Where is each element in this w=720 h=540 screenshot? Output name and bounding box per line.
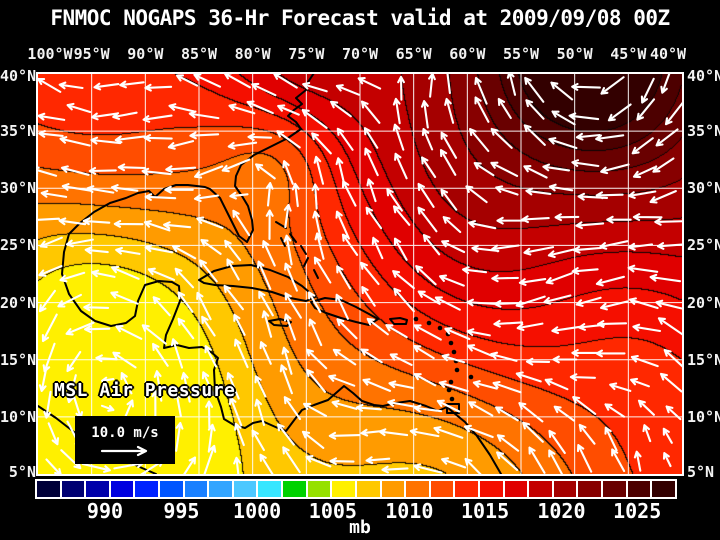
colorbar-cell [37,481,60,497]
lon-tick-label: 70°W [341,45,379,63]
colorbar-cell [233,481,257,497]
colorbar-cell [578,481,602,497]
colorbar-cell [455,481,478,497]
field-label: MSL Air Pressure [54,380,236,401]
colorbar-cell [652,481,675,497]
map-plot-area: MSL Air Pressure 10.0 m/s [36,72,684,476]
lon-tick-label: 45°W [610,45,647,63]
lon-tick-label: 85°W [180,45,218,63]
colorbar-cell [627,481,651,497]
colorbar-cell [110,481,134,497]
lat-tick-label-right: 5°N [687,463,715,481]
wind-arrows [38,74,682,474]
colorbar-cell [479,481,503,497]
colorbar-cell [504,481,528,497]
colorbar-cell [86,481,109,497]
chart-title: FNMOC NOGAPS 36-Hr Forecast valid at 200… [50,6,670,30]
lat-tick-label-left: 10°N [0,407,37,426]
coastline-puerto-rico [389,317,408,325]
colorbar-cell [529,481,552,497]
lat-tick-label-left: 35°N [0,122,37,141]
coastline-trinidad [446,403,460,414]
colorbar-cell [406,481,429,497]
colorbar-cell [307,481,331,497]
wind-vector-glyphs [38,74,682,474]
wind-scale-legend: 10.0 m/s [75,416,175,464]
lon-tick-label: 100°W [27,45,73,63]
colorbar-cell [160,481,183,497]
coastline-bahamas [275,221,319,279]
lon-tick-label: 80°W [234,45,271,63]
colorbar-cell [283,481,306,497]
grid-lines [38,74,682,474]
lon-tick-label: 55°W [502,45,540,63]
colorbar-tick-label: 1000 [233,499,282,523]
lat-tick-label-right: 35°N [687,122,720,141]
colorbar-cell [430,481,454,497]
lon-tick-label: 65°W [395,45,432,63]
lat-tick-label-right: 10°N [687,407,720,426]
colorbar-tick-label: 1015 [460,499,510,523]
lat-tick-label-right: 20°N [687,293,720,312]
colorbar-unit-label: mb [349,517,371,538]
lon-tick-label: 75°W [288,45,325,63]
lat-tick-label-left: 30°N [0,179,37,198]
lat-tick-label-right: 25°N [687,236,720,255]
lon-tick-label: 50°W [556,45,593,63]
lat-tick-label-right: 15°N [687,350,720,369]
coastline-cuba [198,264,316,302]
colorbar-tick-label: 1005 [308,499,357,523]
map-overlay [38,74,682,474]
lon-tick-label: 40°W [649,45,687,63]
colorbar-cell [61,481,85,497]
colorbar [35,479,677,499]
lon-tick-label: 90°W [127,45,164,63]
lat-tick-label-left: 20°N [0,293,37,312]
colorbar-cell [553,481,577,497]
wind-scale-arrow-icon [100,445,148,457]
colorbar-cell [209,481,232,497]
colorbar-tick-label: 1010 [385,499,434,523]
colorbar-cell [603,481,626,497]
colorbar-cell [184,481,208,497]
colorbar-cell [258,481,282,497]
lat-tick-label-left: 25°N [0,236,37,255]
lat-tick-label-left: 40°N [0,67,37,85]
lat-tick-label-left: 15°N [0,350,37,369]
colorbar-cell [332,481,355,497]
wind-scale-speed-label: 10.0 m/s [91,425,159,441]
lon-tick-label: 95°W [73,45,110,63]
colorbar-tick-label: 990 [86,499,124,523]
lat-tick-label-right: 40°N [687,67,720,85]
colorbar-cell [356,481,380,497]
colorbar-tick-label: 1025 [613,499,662,523]
lat-tick-label-right: 30°N [687,179,720,198]
coastline-north-central-south-america [61,74,502,474]
colorbar-cell [381,481,405,497]
lat-tick-label-left: 5°N [8,463,36,481]
coastlines [38,74,502,474]
colorbar-tick-label: 995 [163,499,200,523]
lon-tick-label: 60°W [449,45,486,63]
colorbar-cell [135,481,159,497]
colorbar-tick-label: 1020 [537,499,586,523]
